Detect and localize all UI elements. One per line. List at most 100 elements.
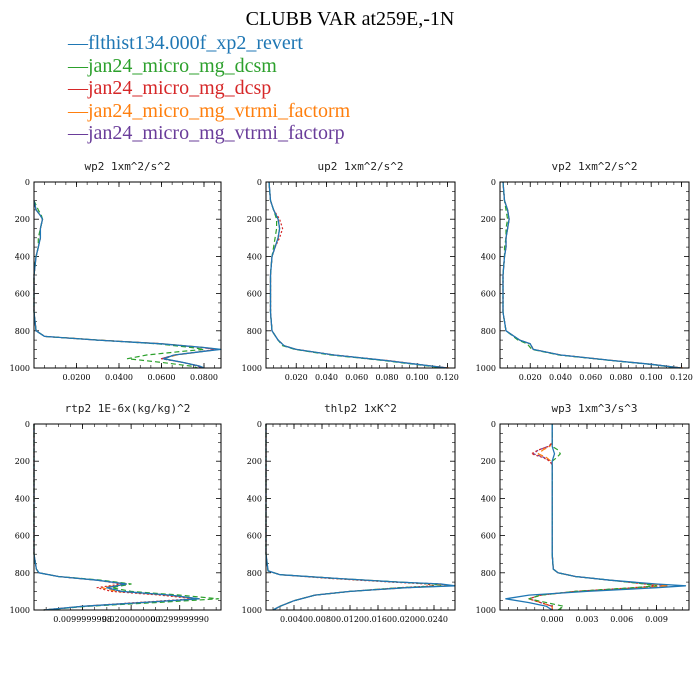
y-tick-label: 0 (257, 420, 262, 429)
plot-frame (499, 423, 690, 611)
y-tick-label: 0 (25, 178, 30, 187)
series-line (502, 181, 680, 369)
x-tick-label: 0.0200 (63, 373, 91, 382)
subplot-title: wp2 1xm^2/s^2 (84, 160, 170, 173)
legend-swatch: — (68, 122, 88, 144)
y-tick-label: 1000 (476, 364, 496, 373)
series-line (33, 200, 220, 369)
y-tick-label: 400 (481, 252, 496, 261)
y-tick-label: 600 (15, 290, 30, 299)
y-tick-label: 400 (15, 494, 30, 503)
x-tick-label: 0.0099999998 (53, 615, 112, 624)
y-tick-label: 400 (247, 494, 262, 503)
legend-item: — jan24_micro_mg_vtrmi_factorm (68, 100, 350, 123)
x-tick-label: 0.0299999990 (150, 615, 209, 624)
subplot-6: wp3 1xm^3/s^3 0 200 400 600 800 1000 0.000 0.003… (476, 402, 690, 624)
series-line (268, 181, 450, 369)
series-line (268, 181, 448, 369)
figure-title: CLUBB VAR at259E,-1N (245, 8, 455, 30)
x-tick-label: 0.0400 (105, 373, 133, 382)
y-tick-label: 400 (481, 494, 496, 503)
x-tick-label: 0.006 (610, 615, 633, 624)
y-tick-label: 800 (481, 327, 496, 336)
series-line (33, 200, 222, 369)
series-line (33, 200, 205, 369)
subplot-2: up2 1xm^2/s^2 0 200 400 600 800 1000 0.020 0.040… (242, 160, 459, 382)
y-tick-label: 800 (15, 327, 30, 336)
y-tick-label: 800 (15, 569, 30, 578)
legend-swatch: — (68, 32, 88, 54)
series-line (502, 181, 682, 369)
x-tick-label: 0.040 (315, 373, 338, 382)
y-tick-label: 400 (15, 252, 30, 261)
y-tick-label: 1000 (476, 606, 496, 615)
subplot-title: rtp2 1E-6x(kg/kg)^2 (65, 402, 191, 415)
x-tick-label: 0.020 (285, 373, 308, 382)
series-line (33, 424, 200, 611)
y-tick-label: 200 (481, 457, 496, 466)
y-tick-label: 800 (481, 569, 496, 578)
y-tick-label: 0 (491, 420, 496, 429)
y-tick-label: 600 (481, 532, 496, 541)
legend-label: jan24_micro_mg_vtrmi_factorp (88, 122, 345, 144)
y-tick-label: 0 (257, 178, 262, 187)
x-tick-label: 0.0160 (364, 615, 392, 624)
series-line (265, 424, 442, 611)
legend-label: jan24_micro_mg_dcsm (88, 54, 277, 77)
subplot-4: rtp2 1E-6x(kg/kg)^2 0 200 400 600 800 1000 0.00… (10, 402, 222, 624)
x-tick-label: 0.0080 (308, 615, 336, 624)
x-tick-label: 0.0200000000 (102, 615, 161, 624)
x-tick-label: 0.0120 (336, 615, 364, 624)
series-line (528, 424, 658, 610)
x-tick-label: 0.080 (610, 373, 633, 382)
plot-frame (499, 181, 690, 369)
subplot-5: thlp2 1xK^2 0 200 400 600 800 1000 0.0040 0.0080… (242, 402, 456, 624)
x-tick-label: 0.0800 (190, 373, 218, 382)
plot-frame (265, 423, 456, 611)
y-tick-label: 600 (247, 532, 262, 541)
x-tick-label: 0.0240 (420, 615, 448, 624)
legend-swatch: — (68, 99, 88, 122)
y-tick-label: 200 (15, 457, 30, 466)
series-line (502, 181, 684, 369)
x-tick-label: 0.120 (670, 373, 693, 382)
subplot-3: vp2 1xm^2/s^2 0 200 400 600 800 1000 0.020 0.040… (476, 160, 693, 382)
series-line (265, 424, 449, 611)
y-tick-label: 200 (247, 457, 262, 466)
y-tick-label: 1000 (10, 364, 30, 373)
series-line (268, 181, 448, 369)
x-tick-label: 0.060 (579, 373, 602, 382)
subplot-title: wp3 1xm^3/s^3 (551, 402, 637, 415)
legend-item: — jan24_micro_mg_vtrmi_factorp (68, 122, 350, 145)
legend-item: — flthist134.000f_xp2_revert (68, 32, 350, 55)
x-tick-label: 0.100 (640, 373, 663, 382)
x-tick-label: 0.020 (519, 373, 542, 382)
plot-frame (33, 181, 222, 369)
y-tick-label: 1000 (242, 606, 262, 615)
series-line (502, 181, 682, 369)
plot-frame (33, 423, 222, 611)
series-line (505, 424, 687, 611)
legend-label: flthist134.000f_xp2_revert (88, 32, 303, 54)
x-tick-label: 0.040 (549, 373, 572, 382)
legend-label: jan24_micro_mg_vtrmi_factorm (88, 99, 351, 122)
series-line (33, 200, 218, 369)
subplot-title: vp2 1xm^2/s^2 (551, 160, 637, 173)
x-tick-label: 0.0600 (148, 373, 176, 382)
legend-label: jan24_micro_mg_dcsp (88, 77, 272, 99)
subplot-title: up2 1xm^2/s^2 (317, 160, 403, 173)
x-tick-label: 0.100 (406, 373, 429, 382)
subplot-1: wp2 1xm^2/s^2 0 200 400 600 800 1000 0.0200 0.04… (10, 160, 222, 382)
y-tick-label: 400 (247, 252, 262, 261)
series-line (528, 424, 669, 610)
y-tick-label: 0 (25, 420, 30, 429)
legend-swatch: — (68, 54, 88, 77)
y-tick-label: 0 (491, 178, 496, 187)
legend-item: — jan24_micro_mg_dcsp (68, 77, 350, 100)
x-tick-label: 0.003 (576, 615, 599, 624)
y-tick-label: 800 (247, 327, 262, 336)
y-tick-label: 800 (247, 569, 262, 578)
x-tick-label: 0.120 (436, 373, 459, 382)
